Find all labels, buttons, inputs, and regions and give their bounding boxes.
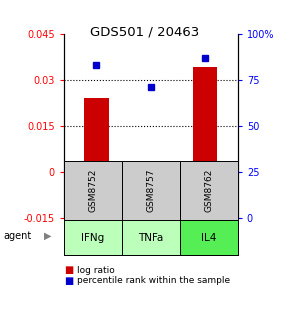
- Text: TNFa: TNFa: [138, 233, 164, 243]
- Text: log ratio: log ratio: [77, 266, 115, 275]
- Text: GSM8762: GSM8762: [204, 169, 213, 212]
- Text: GDS501 / 20463: GDS501 / 20463: [90, 25, 200, 38]
- Text: IFNg: IFNg: [81, 233, 104, 243]
- Text: ▶: ▶: [44, 231, 52, 241]
- Text: GSM8752: GSM8752: [88, 169, 97, 212]
- Text: percentile rank within the sample: percentile rank within the sample: [77, 276, 230, 285]
- Text: GSM8757: GSM8757: [146, 169, 155, 212]
- Bar: [84, 98, 109, 172]
- Text: ■: ■: [64, 276, 73, 286]
- Text: IL4: IL4: [201, 233, 217, 243]
- Bar: [193, 68, 218, 172]
- Bar: [139, 172, 163, 187]
- Text: agent: agent: [3, 231, 31, 241]
- Text: ■: ■: [64, 265, 73, 276]
